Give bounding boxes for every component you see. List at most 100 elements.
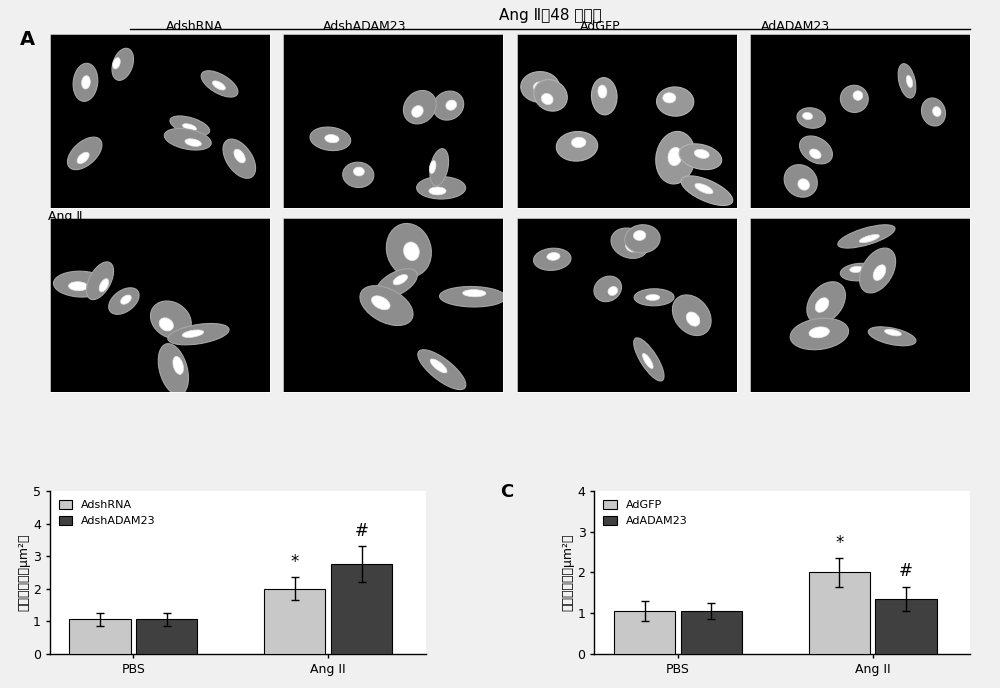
Text: AdADAM23: AdADAM23 <box>760 20 830 33</box>
Ellipse shape <box>418 350 466 389</box>
Ellipse shape <box>906 76 913 87</box>
Ellipse shape <box>838 225 895 248</box>
Ellipse shape <box>371 296 390 310</box>
Ellipse shape <box>657 87 694 116</box>
Text: AdshRNA: AdshRNA <box>166 20 224 33</box>
Bar <box>331 564 392 654</box>
Ellipse shape <box>223 139 256 178</box>
Ellipse shape <box>159 318 173 331</box>
Ellipse shape <box>417 177 466 199</box>
Text: *: * <box>835 534 843 552</box>
Bar <box>875 599 937 654</box>
Ellipse shape <box>598 85 607 98</box>
Ellipse shape <box>643 354 653 369</box>
Ellipse shape <box>868 327 916 346</box>
Ellipse shape <box>921 98 946 126</box>
Text: PBS: PBS <box>53 100 77 113</box>
Bar <box>69 619 131 654</box>
Ellipse shape <box>679 144 722 170</box>
Text: #: # <box>355 522 368 540</box>
Ellipse shape <box>885 330 901 336</box>
Ellipse shape <box>109 288 139 314</box>
Ellipse shape <box>626 241 639 252</box>
Ellipse shape <box>212 80 225 90</box>
Text: C: C <box>501 483 514 501</box>
Ellipse shape <box>429 160 436 173</box>
Y-axis label: 细胞表面积（μm²）: 细胞表面积（μm²） <box>562 534 575 611</box>
Ellipse shape <box>790 319 849 350</box>
Ellipse shape <box>310 127 351 151</box>
Ellipse shape <box>430 149 449 186</box>
Bar <box>264 588 325 654</box>
Bar <box>809 572 870 654</box>
Ellipse shape <box>343 162 374 188</box>
Ellipse shape <box>433 91 464 120</box>
Ellipse shape <box>898 64 916 98</box>
Ellipse shape <box>634 289 674 305</box>
Ellipse shape <box>121 295 131 304</box>
Ellipse shape <box>608 286 618 295</box>
Ellipse shape <box>556 131 598 161</box>
Ellipse shape <box>173 356 183 374</box>
Ellipse shape <box>798 179 809 190</box>
Ellipse shape <box>185 139 201 147</box>
Ellipse shape <box>815 298 829 312</box>
Text: #: # <box>899 562 913 580</box>
Ellipse shape <box>681 176 733 206</box>
Bar <box>614 611 675 654</box>
Ellipse shape <box>797 108 825 128</box>
Ellipse shape <box>82 76 90 89</box>
Ellipse shape <box>53 271 109 297</box>
Ellipse shape <box>170 116 210 136</box>
Ellipse shape <box>933 107 941 116</box>
Ellipse shape <box>807 282 845 323</box>
Ellipse shape <box>634 338 664 381</box>
Bar <box>136 619 197 654</box>
Ellipse shape <box>113 58 120 69</box>
Ellipse shape <box>403 91 436 124</box>
Legend: AdGFP, AdADAM23: AdGFP, AdADAM23 <box>600 497 691 530</box>
Y-axis label: 细胞表面积（μm²）: 细胞表面积（μm²） <box>17 534 30 611</box>
Ellipse shape <box>591 78 617 115</box>
Text: A: A <box>20 30 35 49</box>
Ellipse shape <box>625 225 660 253</box>
Ellipse shape <box>646 294 660 301</box>
Text: AdshADAM23: AdshADAM23 <box>323 20 407 33</box>
Text: Ang Ⅱ（48 小时）: Ang Ⅱ（48 小时） <box>499 8 601 23</box>
Ellipse shape <box>810 149 821 159</box>
Ellipse shape <box>73 63 98 101</box>
Ellipse shape <box>393 275 408 285</box>
Ellipse shape <box>809 327 829 338</box>
Ellipse shape <box>533 82 547 93</box>
Ellipse shape <box>77 152 89 164</box>
Bar <box>681 611 742 654</box>
Legend: AdshRNA, AdshADAM23: AdshRNA, AdshADAM23 <box>56 497 159 530</box>
Ellipse shape <box>376 269 417 298</box>
Ellipse shape <box>784 164 817 197</box>
Ellipse shape <box>656 131 695 184</box>
Ellipse shape <box>353 167 364 176</box>
Ellipse shape <box>594 276 621 301</box>
Ellipse shape <box>386 224 431 277</box>
Text: Ang Ⅱ: Ang Ⅱ <box>48 211 82 223</box>
Ellipse shape <box>440 286 506 307</box>
Ellipse shape <box>150 301 191 338</box>
Ellipse shape <box>463 290 486 297</box>
Ellipse shape <box>234 149 245 163</box>
Ellipse shape <box>853 91 863 100</box>
Ellipse shape <box>840 264 878 281</box>
Ellipse shape <box>571 137 586 148</box>
Ellipse shape <box>182 330 204 337</box>
Ellipse shape <box>183 124 196 131</box>
Ellipse shape <box>860 248 896 293</box>
Ellipse shape <box>446 100 457 110</box>
Ellipse shape <box>360 286 413 325</box>
Text: *: * <box>291 552 299 570</box>
Ellipse shape <box>168 323 229 345</box>
Ellipse shape <box>694 149 709 158</box>
Ellipse shape <box>404 242 419 261</box>
Ellipse shape <box>412 106 423 118</box>
Ellipse shape <box>521 72 560 103</box>
Ellipse shape <box>803 112 813 120</box>
Ellipse shape <box>800 136 832 164</box>
